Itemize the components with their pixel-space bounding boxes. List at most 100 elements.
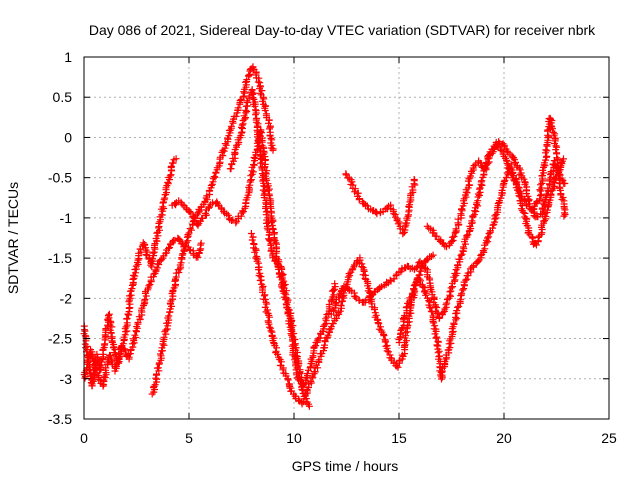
data-point [360,267,368,275]
data-point [277,263,285,270]
data-point [162,326,170,334]
data-point [464,231,472,239]
data-point [552,146,560,154]
data-point [207,182,215,189]
data-point [394,363,402,371]
data-point [458,205,466,213]
data-point [452,225,460,233]
y-tick-label: 0 [64,129,72,145]
plot-frame [83,56,610,420]
data-point [234,104,242,112]
data-point [259,186,267,194]
data-point [284,376,292,384]
data-point [248,236,256,244]
data-point [279,271,287,278]
data-point [189,213,197,221]
series-4 [168,126,313,410]
data-point [247,172,255,180]
data-point [539,166,547,174]
data-point [100,372,108,380]
data-point [160,341,168,349]
data-point [186,208,194,216]
data-point [263,300,271,308]
data-point [537,230,545,238]
data-point [480,165,488,173]
data-point [232,112,240,120]
data-point [122,323,130,331]
data-point [326,326,334,334]
data-point [99,345,107,353]
data-point [285,320,293,328]
data-point [443,296,451,303]
data-point [253,118,261,126]
data-point [354,189,362,197]
series-8 [327,114,569,322]
data-point [484,155,492,163]
data-point [453,269,461,277]
data-point [256,151,264,158]
data-point [281,289,289,297]
y-tick-label: -2.5 [48,331,72,347]
data-point [237,212,245,220]
data-point [263,224,271,232]
data-point [342,171,350,179]
data-point [229,216,237,224]
data-point [478,177,486,185]
data-point [252,254,260,262]
data-point [259,97,266,105]
data-point [309,374,317,382]
data-point [528,233,536,241]
data-point [433,341,441,349]
data-point [412,264,420,272]
data-point [194,253,202,261]
data-point [329,286,337,294]
data-point [514,186,521,194]
data-point [305,402,313,410]
data-point [419,283,427,291]
data-point [386,276,394,284]
data-point [331,280,339,288]
data-point [256,159,264,167]
data-point [125,350,133,358]
data-point [186,225,194,233]
data-point [255,266,263,274]
data-point [561,211,569,218]
data-point [131,331,139,339]
data-point [519,208,527,216]
y-tick-label: -3 [60,371,73,387]
data-point [167,297,175,305]
data-point [327,297,335,305]
data-point [409,186,417,194]
data-point [561,180,569,187]
data-point [431,330,439,338]
data-point [155,261,163,268]
data-point [256,277,264,284]
data-point [557,159,565,166]
data-point [475,191,483,199]
data-point [489,221,497,229]
data-point [152,374,160,382]
data-point [187,226,195,234]
data-point [108,323,116,331]
data-point [441,305,449,313]
x-tick-label: 10 [286,430,302,446]
data-point [265,236,273,244]
data-point [149,249,157,257]
x-tick-label: 5 [185,430,193,446]
data-point [549,128,557,136]
data-point [466,222,474,230]
data-point [257,89,264,97]
data-point [142,251,150,258]
data-point [448,238,456,245]
y-tick-label: 0.5 [53,89,73,105]
y-tick-label: -3.5 [48,411,72,427]
series-5 [226,86,339,391]
data-point [355,297,363,304]
x-tick-label: 0 [80,430,88,446]
data-point [434,349,442,357]
data-point [398,325,406,333]
data-point [498,186,506,194]
data-point [450,233,458,240]
data-point [107,352,114,360]
